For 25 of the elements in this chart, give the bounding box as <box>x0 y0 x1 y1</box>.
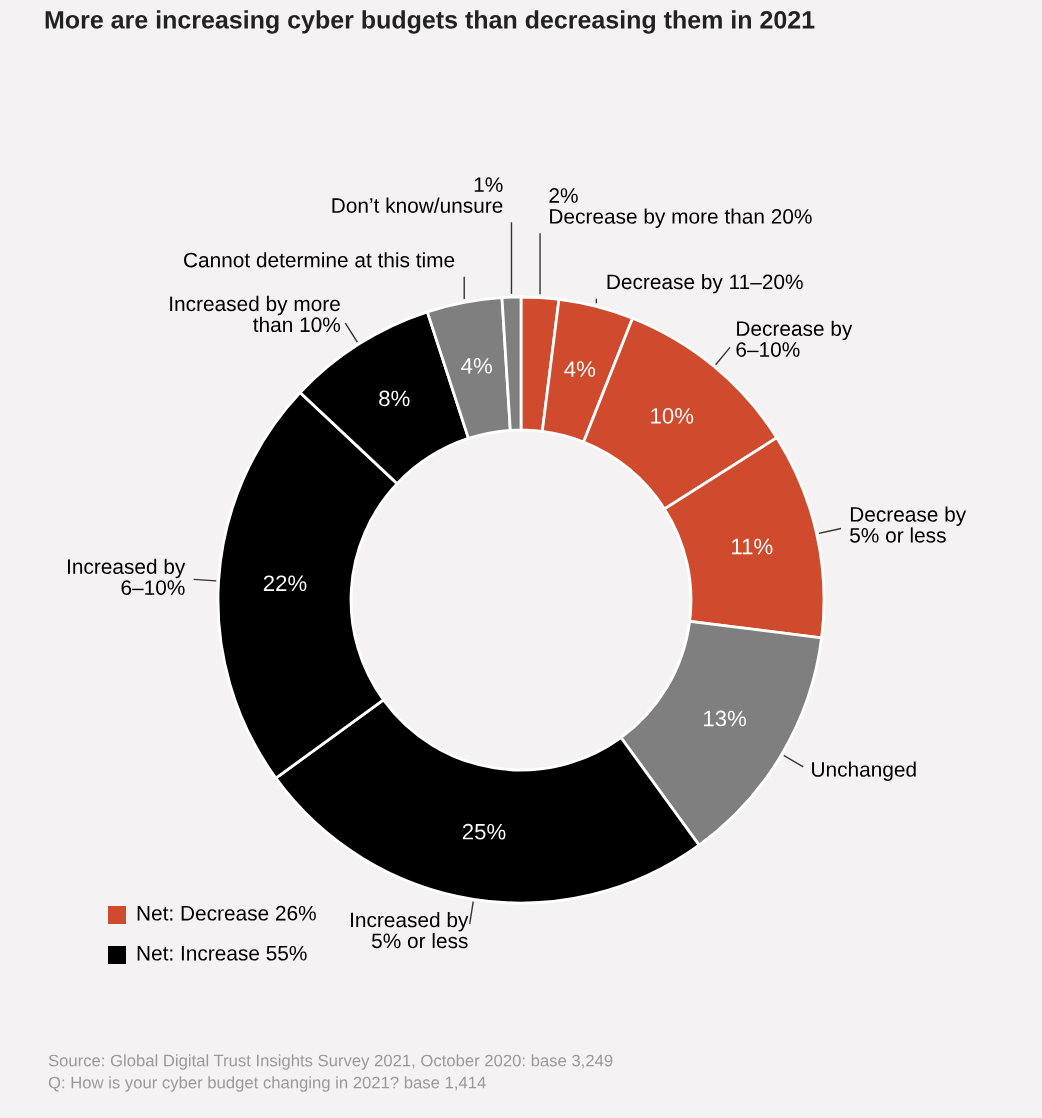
data-label: 13% <box>704 710 747 727</box>
source-note: Source: Global Digital Trust Insights Survey 2021, October 2020: base 3,249 <box>48 1054 613 1070</box>
slice-label: Decrease by 11–20% <box>607 273 803 294</box>
data-label: 22% <box>263 575 307 592</box>
slice-label: Increased by 6–10% <box>67 558 186 595</box>
data-label: 4% <box>564 361 596 377</box>
chart-title: More are increasing cyber budgets than decreasing them in 2021 <box>45 10 815 34</box>
slice-label: Unchanged <box>812 761 916 781</box>
data-label: 25% <box>462 823 506 840</box>
slice-label: Cannot determine at this time <box>184 252 455 268</box>
text: Net: Increase 55% <box>137 945 307 961</box>
data-label: 11% <box>732 538 773 555</box>
data-label: 1% <box>474 177 503 192</box>
data-label: 4% <box>461 358 492 374</box>
data-label: 8% <box>379 390 410 407</box>
data-label: 10% <box>651 408 694 424</box>
slice-label: Increased by more than 10% <box>170 295 341 333</box>
slice-label: Increased by 5% or less <box>351 912 469 949</box>
slice-label: Decrease by 6–10% <box>736 320 853 357</box>
slice-label: Decrease by 5% or less <box>850 506 967 543</box>
slice-label: Decrease by more than 20% <box>550 208 812 228</box>
text: Q: How is your cyber budget changing in 2021? base 1,414 <box>48 1076 486 1092</box>
slice-label: Don’t know/unsure <box>332 197 503 213</box>
data-label: 2% <box>549 188 578 203</box>
text: Net: Decrease 26% <box>137 905 316 921</box>
